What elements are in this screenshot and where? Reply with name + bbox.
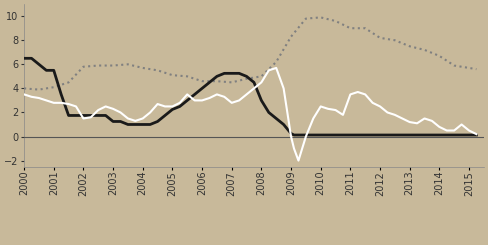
Legend: Irányadó ráta, Munkanélküliségi ráta, Infláció: Irányadó ráta, Munkanélküliségi ráta, In…	[92, 244, 416, 245]
